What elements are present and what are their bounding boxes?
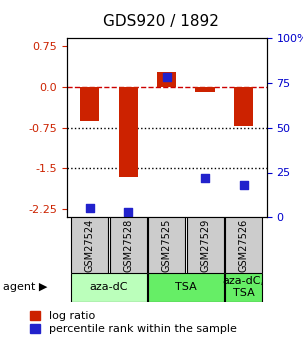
Bar: [118, 87, 138, 177]
FancyBboxPatch shape: [71, 273, 147, 302]
FancyBboxPatch shape: [225, 217, 262, 273]
Point: [164, 75, 169, 80]
Point: [241, 182, 246, 188]
Text: GSM27529: GSM27529: [200, 218, 210, 272]
Text: aza-dC: aza-dC: [90, 282, 128, 292]
FancyBboxPatch shape: [148, 217, 185, 273]
Bar: [234, 87, 253, 126]
FancyBboxPatch shape: [148, 273, 224, 302]
Text: GSM27528: GSM27528: [123, 218, 133, 272]
Bar: [80, 87, 99, 121]
Text: agent ▶: agent ▶: [3, 282, 47, 292]
Text: GSM27525: GSM27525: [161, 218, 172, 272]
Bar: [157, 72, 176, 87]
FancyBboxPatch shape: [225, 273, 262, 302]
Bar: [195, 87, 215, 92]
Text: TSA: TSA: [175, 282, 197, 292]
Text: aza-dC,
TSA: aza-dC, TSA: [223, 276, 265, 298]
Point: [126, 209, 131, 215]
Text: GDS920 / 1892: GDS920 / 1892: [103, 14, 218, 29]
FancyBboxPatch shape: [110, 217, 147, 273]
Point: [87, 206, 92, 211]
FancyBboxPatch shape: [187, 217, 224, 273]
Point: [203, 175, 208, 181]
FancyBboxPatch shape: [71, 217, 108, 273]
Legend: log ratio, percentile rank within the sample: log ratio, percentile rank within the sa…: [30, 311, 237, 334]
Text: GSM27526: GSM27526: [238, 218, 248, 272]
Text: GSM27524: GSM27524: [85, 218, 95, 272]
